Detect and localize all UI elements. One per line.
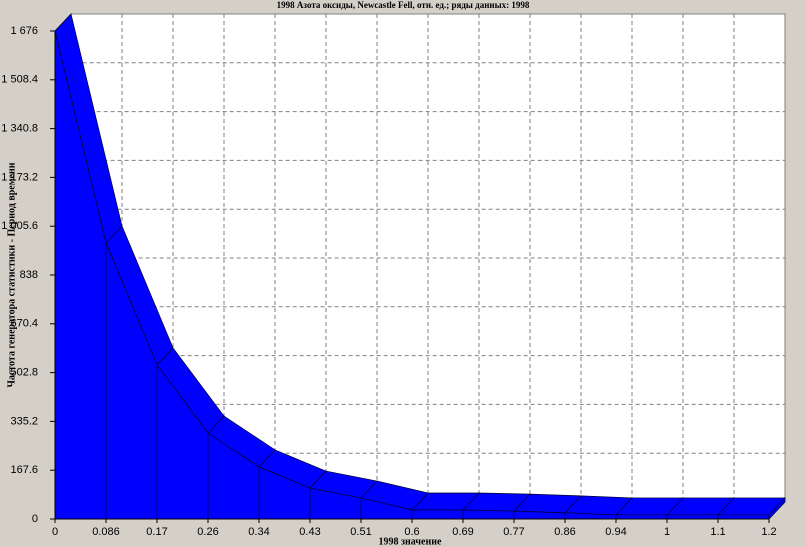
y-tick-label: 1 676 bbox=[10, 25, 38, 37]
x-axis-label: 1998 значение bbox=[379, 536, 442, 547]
y-tick-label: 502.8 bbox=[10, 367, 38, 379]
x-tick-label: 1 bbox=[664, 526, 670, 538]
x-tick-label: 1.1 bbox=[710, 526, 725, 538]
y-tick-label: 167.6 bbox=[10, 464, 38, 476]
y-tick-label: 1 508.4 bbox=[1, 74, 38, 86]
x-tick-label: 0.69 bbox=[452, 526, 473, 538]
y-tick-label: 0 bbox=[32, 513, 38, 525]
x-tick-label: 0.51 bbox=[350, 526, 371, 538]
y-tick-label: 838 bbox=[20, 269, 38, 281]
x-tick-label: 0.26 bbox=[197, 526, 218, 538]
x-tick-label: 0.17 bbox=[146, 526, 167, 538]
area-front bbox=[54, 30, 770, 520]
x-tick-label: 0.43 bbox=[299, 526, 320, 538]
chart-title: 1998 Азота оксиды, Newcastle Fell, отн. … bbox=[277, 0, 530, 10]
x-tick-label: 0.6 bbox=[404, 526, 419, 538]
y-tick-label: 1 173.2 bbox=[1, 171, 38, 183]
y-tick-label: 1 005.6 bbox=[1, 220, 38, 232]
y-tick-label: 1 340.8 bbox=[1, 123, 38, 135]
y-axis-label: Частота генератора статистики - Период в… bbox=[6, 162, 17, 387]
x-tick-label: 0.086 bbox=[92, 526, 120, 538]
x-tick-label: 0.94 bbox=[605, 526, 626, 538]
x-tick-label: 1.2 bbox=[761, 526, 776, 538]
area-end-face bbox=[768, 497, 786, 520]
x-tick-label: 0.77 bbox=[503, 526, 524, 538]
x-tick-label: 0.34 bbox=[248, 526, 269, 538]
x-tick-label: 0.86 bbox=[554, 526, 575, 538]
y-tick-label: 670.4 bbox=[10, 318, 38, 330]
x-tick-label: 0 bbox=[52, 526, 58, 538]
y-tick-label: 335.2 bbox=[10, 415, 38, 427]
